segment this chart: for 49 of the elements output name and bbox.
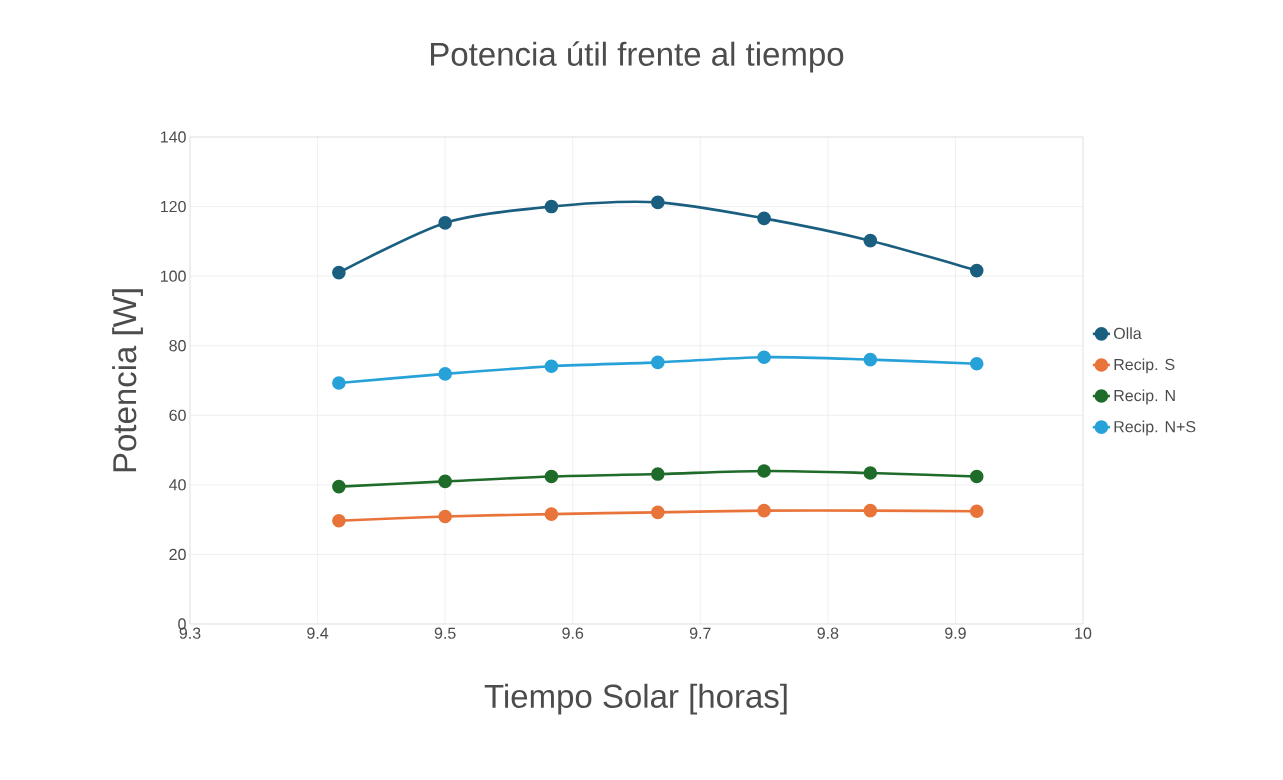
point [544, 199, 559, 214]
point [969, 263, 984, 278]
legend-label: Recip. S [1114, 358, 1175, 374]
x-tick-label: 9.8 [817, 627, 839, 639]
point [757, 464, 771, 478]
x-tick-label: 9.6 [562, 627, 584, 639]
x-tick-label: 9.4 [307, 627, 329, 639]
x-tick-label: 9.7 [689, 627, 711, 639]
x-tick-label: 10 [1075, 627, 1092, 639]
point [969, 504, 984, 519]
point [651, 505, 665, 520]
x-tick-label: 9.9 [945, 627, 966, 639]
point [969, 469, 984, 484]
point [332, 376, 346, 390]
point [332, 479, 346, 494]
y-axis-title: Potencia [W] [112, 289, 143, 472]
point [863, 233, 878, 248]
point [651, 195, 665, 210]
point [757, 503, 771, 518]
x-tick-label: 9.5 [434, 627, 456, 639]
legend-label: Olla [1113, 327, 1142, 340]
point [544, 507, 559, 521]
y-tick-label: 120 [161, 200, 186, 213]
point [969, 357, 984, 371]
point [544, 469, 559, 484]
y-tick-label: 20 [169, 548, 186, 561]
point [438, 216, 452, 230]
point [651, 467, 665, 481]
point [438, 509, 452, 524]
point [651, 355, 665, 370]
legend-label: Recip. N [1114, 389, 1175, 405]
y-tick-label: 40 [169, 479, 186, 491]
point [863, 466, 878, 480]
point [863, 503, 878, 518]
legend-label: Recip. N+S [1114, 420, 1196, 436]
point [332, 513, 346, 528]
point [544, 359, 559, 374]
point [757, 211, 771, 226]
y-tick-label: 80 [169, 340, 186, 352]
point [863, 352, 878, 367]
point [757, 350, 771, 364]
x-axis-title: Tiempo Solar [horas] [484, 683, 787, 715]
point [438, 474, 452, 489]
point [332, 265, 346, 280]
y-tick-label: 140 [161, 131, 186, 143]
chart-title: Potencia útil frente al tiempo [431, 41, 844, 73]
point [438, 367, 452, 381]
y-tick-label: 100 [161, 270, 186, 282]
y-tick-label: 60 [169, 409, 186, 421]
